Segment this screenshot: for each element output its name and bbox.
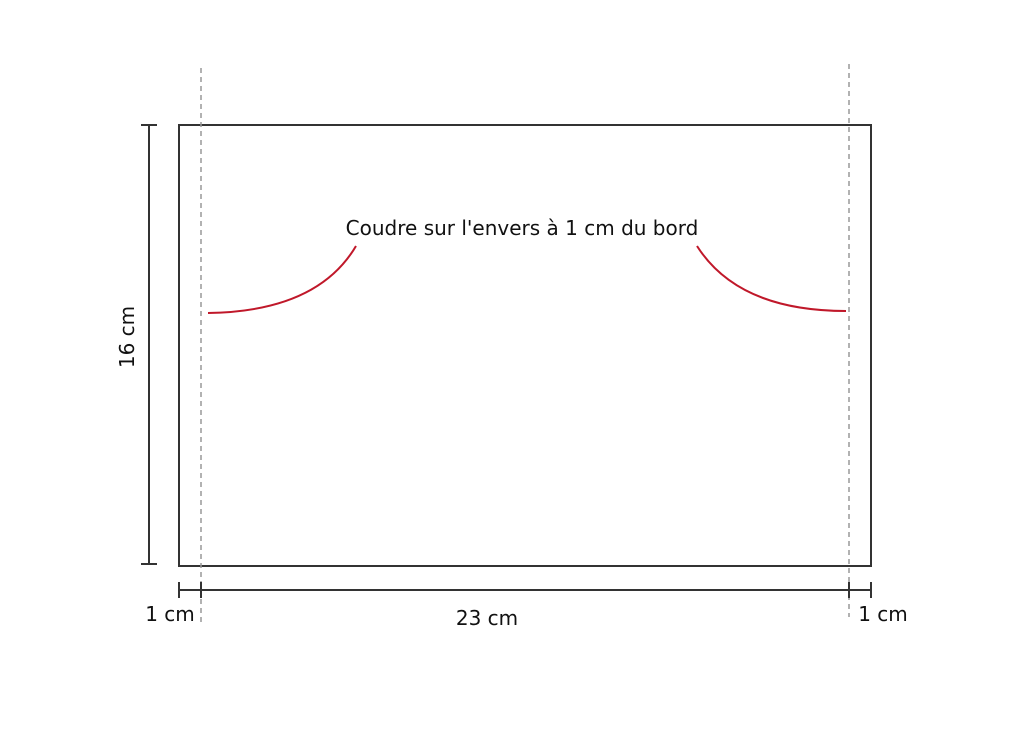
- right-stitch-curve: [696, 245, 847, 312]
- left-margin-label: 1 cm: [145, 602, 195, 626]
- width-label: 23 cm: [456, 606, 518, 630]
- fabric-rectangle: [178, 124, 872, 567]
- right-margin-label: 1 cm: [858, 602, 908, 626]
- height-label: 16 cm: [115, 306, 139, 368]
- width-dimension: [178, 582, 872, 598]
- left-stitch-curve: [207, 245, 357, 314]
- height-dimension: [141, 124, 157, 565]
- sewing-annotation: Coudre sur l'envers à 1 cm du bord: [346, 216, 699, 240]
